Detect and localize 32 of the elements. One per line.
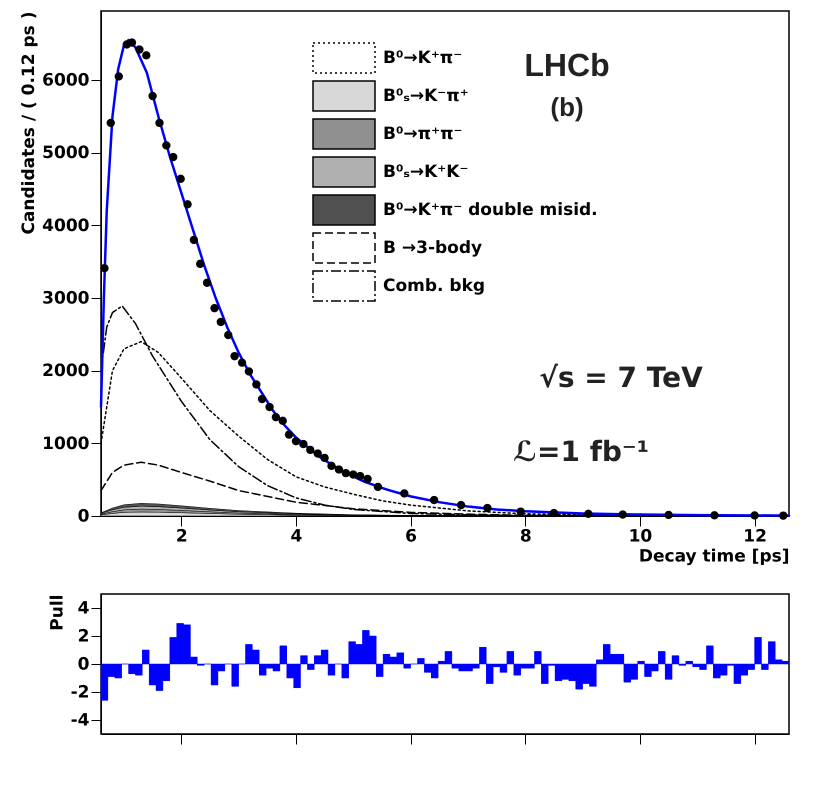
y-tick-label: 5000 <box>42 143 90 164</box>
y-tick-label: 6000 <box>42 70 90 91</box>
legend-label: B →3-body <box>383 238 482 258</box>
annotation: ℒ=1 fb⁻¹ <box>513 435 649 468</box>
y-tick-label: 2 <box>78 626 90 646</box>
y-tick-label: 0 <box>78 654 90 674</box>
x-tick-label: 12 <box>743 526 767 546</box>
x-tick-label: 10 <box>628 526 652 546</box>
legend-label: B⁰ₛ→K⁻π⁺ <box>383 86 469 106</box>
annotation: LHCb <box>524 47 610 83</box>
x-tick-label: 2 <box>176 526 188 546</box>
legend-label: Comb. bkg <box>383 276 486 296</box>
y-tick-label: 2000 <box>42 361 90 382</box>
y-tick-label: 4000 <box>42 216 90 236</box>
legend-label: B⁰→K⁺π⁻ double misid. <box>383 200 598 220</box>
x-tick-label: 6 <box>405 526 418 546</box>
x-tick-label: 4 <box>290 526 303 546</box>
y-axis-title: Pull <box>48 594 68 631</box>
legend-label: B⁰→π⁺π⁻ <box>383 124 462 144</box>
legend-label: B⁰→K⁺π⁻ <box>383 48 462 68</box>
y-tick-label: 0 <box>78 506 90 526</box>
y-tick-label: 3000 <box>42 288 90 309</box>
x-tick-label: 8 <box>520 526 532 546</box>
y-tick-label: 4 <box>78 598 90 618</box>
y-axis-title: Candidates / ( 0.12 ps ) <box>19 12 40 235</box>
legend-label: B⁰ₛ→K⁺K⁻ <box>383 162 468 182</box>
annotation: (b) <box>550 92 584 122</box>
y-tick-label: -4 <box>70 710 90 730</box>
y-tick-label: 1000 <box>42 434 90 454</box>
y-tick-label: -2 <box>70 682 90 702</box>
annotation: √s = 7 TeV <box>539 361 704 394</box>
x-axis-title: Decay time [ps] <box>638 546 790 566</box>
